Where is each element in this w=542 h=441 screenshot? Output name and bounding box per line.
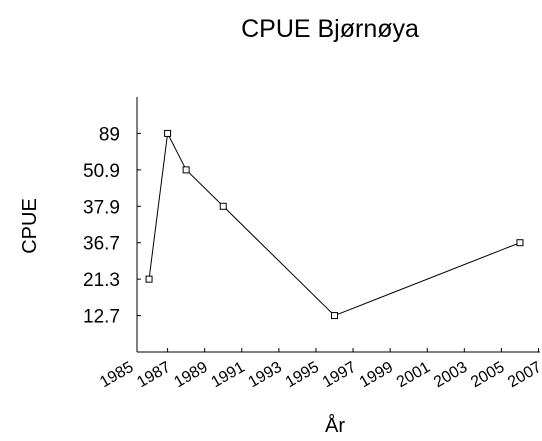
chart-title: CPUE Bjørnøya xyxy=(241,15,419,43)
x-tick-label: 1991 xyxy=(208,359,247,392)
x-tick-label: 2003 xyxy=(431,359,470,392)
y-tick-label: 37.9 xyxy=(83,197,120,218)
point-marker xyxy=(219,202,227,210)
y-tick-label: 89 xyxy=(99,124,120,145)
series-line xyxy=(148,131,521,317)
y-tick-label: 50.9 xyxy=(83,161,120,182)
x-tick-label: 1999 xyxy=(357,359,396,392)
point-marker xyxy=(164,129,172,137)
x-tick-label: 1997 xyxy=(320,359,359,392)
x-tick-label: 2007 xyxy=(505,359,542,392)
x-tick-label: 2005 xyxy=(468,359,507,392)
y-tick-label: 12.7 xyxy=(83,307,120,328)
point-marker xyxy=(182,166,190,174)
x-axis-label: År xyxy=(325,414,345,437)
x-tick-label: 2001 xyxy=(394,359,433,392)
x-tick-label: 1985 xyxy=(97,359,136,392)
point-marker xyxy=(145,275,153,283)
point-marker xyxy=(331,312,338,320)
y-tick-label: 21.3 xyxy=(83,270,120,291)
point-marker xyxy=(516,239,524,247)
y-tick-label: 36.7 xyxy=(83,234,120,255)
x-tick-label: 1987 xyxy=(134,359,173,392)
x-tick-label: 1995 xyxy=(283,359,322,392)
x-tick-label: 1993 xyxy=(246,359,285,392)
x-tick-label: 1989 xyxy=(171,359,210,392)
y-axis-label: CPUE xyxy=(19,198,41,254)
